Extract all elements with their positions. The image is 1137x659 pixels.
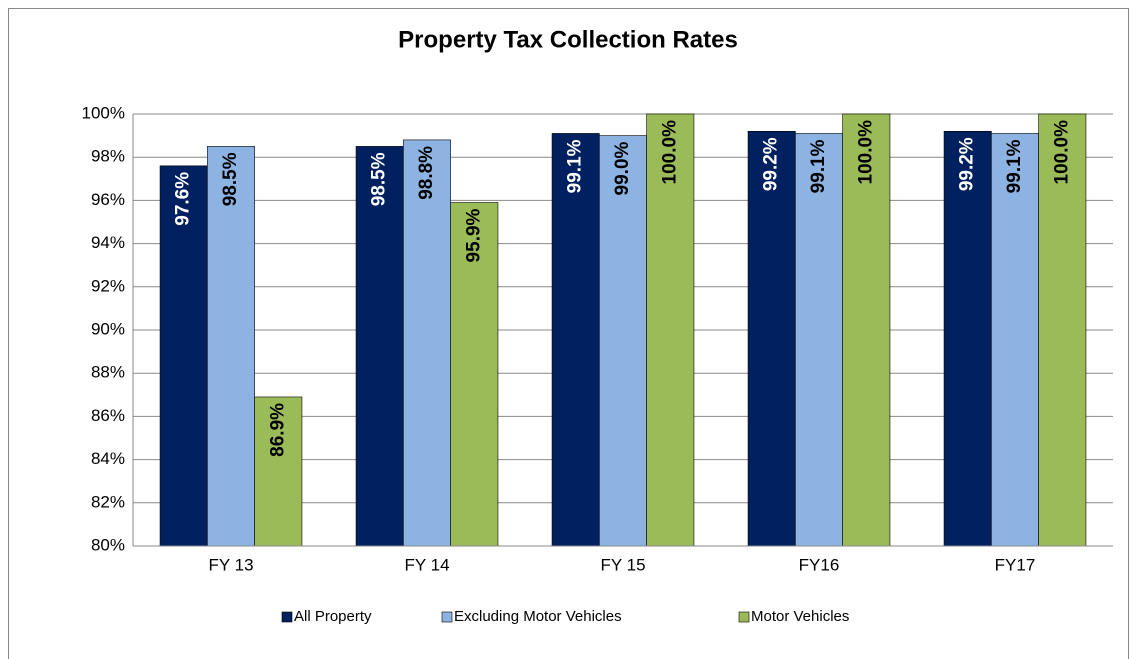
value-label: 99.0%	[612, 141, 633, 195]
y-tick-label: 90%	[91, 319, 125, 338]
legend-marker	[281, 611, 293, 623]
value-label: 99.2%	[957, 137, 978, 191]
value-label: 100.0%	[1051, 120, 1072, 185]
y-tick-label: 86%	[91, 406, 125, 425]
bar	[159, 165, 208, 547]
legend-marker	[738, 611, 750, 623]
y-tick-label: 96%	[91, 190, 125, 209]
chart-title: Property Tax Collection Rates	[398, 26, 738, 53]
bar	[450, 202, 499, 547]
bar	[355, 146, 404, 547]
y-tick-label: 80%	[91, 535, 125, 554]
value-label: 95.9%	[463, 208, 484, 262]
value-label: 98.5%	[369, 152, 390, 206]
x-tick-label: FY17	[995, 555, 1036, 574]
legend-label: Excluding Motor Vehicles	[454, 608, 622, 625]
y-tick-label: 98%	[91, 147, 125, 166]
value-label: 99.1%	[565, 139, 586, 193]
bar	[747, 130, 796, 547]
value-label: 99.1%	[808, 139, 829, 193]
bar	[795, 133, 843, 547]
x-tick-label: FY 13	[208, 555, 253, 574]
y-tick-label: 84%	[91, 449, 125, 468]
value-label: 98.5%	[220, 152, 241, 206]
value-label: 99.1%	[1004, 139, 1025, 193]
x-tick-label: FY 15	[600, 555, 645, 574]
x-tick-label: FY16	[799, 555, 840, 574]
bar	[599, 135, 647, 547]
y-tick-label: 94%	[91, 233, 125, 252]
value-label: 100.0%	[659, 120, 680, 185]
value-label: 97.6%	[173, 172, 194, 226]
value-label: 98.8%	[416, 146, 437, 200]
bar	[991, 133, 1039, 547]
value-label: 86.9%	[267, 403, 288, 457]
value-label: 100.0%	[855, 120, 876, 185]
x-tick-label: FY 14	[404, 555, 449, 574]
legend-marker	[441, 611, 453, 623]
bar	[551, 133, 600, 547]
legend-label: Motor Vehicles	[751, 608, 849, 625]
y-tick-label: 88%	[91, 363, 125, 382]
value-label: 99.2%	[761, 137, 782, 191]
y-tick-label: 82%	[91, 492, 125, 511]
y-tick-label: 100%	[82, 103, 125, 122]
bar	[646, 113, 695, 547]
legend-label: All Property	[294, 608, 372, 625]
bar	[943, 130, 992, 547]
bar	[842, 113, 891, 547]
bar	[403, 139, 451, 547]
y-tick-label: 92%	[91, 276, 125, 295]
